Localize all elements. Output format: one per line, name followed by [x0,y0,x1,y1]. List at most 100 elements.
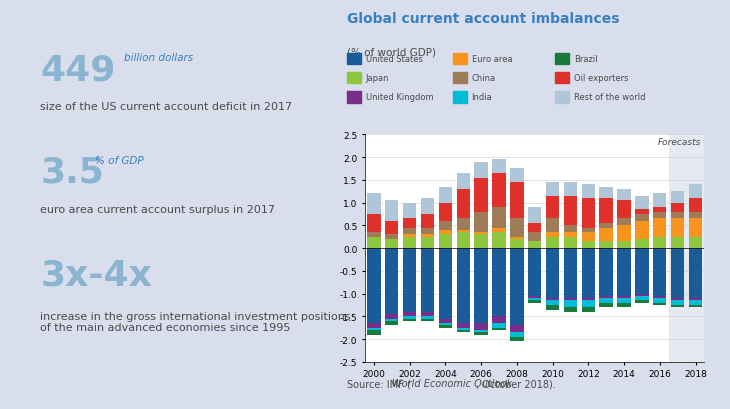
Bar [671,192,684,203]
Bar [492,317,506,324]
Bar [671,203,684,212]
Text: Oil exporters: Oil exporters [574,74,629,83]
Bar [564,196,577,226]
Bar [403,228,416,235]
Bar [528,296,542,299]
Bar [653,219,666,237]
Bar [599,303,613,308]
Text: billion dollars: billion dollars [124,53,193,63]
Bar [653,296,666,299]
Bar [671,305,684,308]
Bar [367,233,380,237]
Bar [582,228,595,233]
Bar [403,219,416,228]
Bar [599,299,613,303]
Bar [403,317,416,319]
Bar [456,173,470,189]
Bar [546,301,559,305]
Text: Japan: Japan [366,74,389,83]
Bar [403,237,416,248]
Text: 3.5: 3.5 [40,155,104,189]
Bar [599,296,613,299]
Bar [653,237,666,248]
Bar [439,203,452,221]
Bar [689,301,702,305]
Bar [385,201,399,221]
Bar [510,219,523,237]
Text: World Economic Outlook: World Economic Outlook [392,378,512,388]
Bar [618,219,631,226]
Bar [564,308,577,312]
Bar [492,248,506,317]
Bar [385,314,399,319]
Bar [546,233,559,237]
Bar [367,248,380,324]
Bar [510,237,523,239]
Bar [403,319,416,321]
Bar [385,319,399,321]
Bar [689,237,702,248]
Bar [403,203,416,219]
Bar [635,210,649,214]
Bar [564,301,577,308]
Bar [385,235,399,239]
Bar [474,178,488,212]
Bar [618,299,631,303]
Bar [546,183,559,196]
Text: Global current account imbalances: Global current account imbalances [347,12,619,26]
Bar [618,248,631,296]
Bar [582,299,595,301]
Bar [546,237,559,248]
Bar [420,312,434,317]
Bar [653,208,666,212]
Bar [367,330,380,335]
Bar [635,248,649,294]
Bar [671,212,684,219]
Bar [456,248,470,324]
Text: India: India [472,93,492,102]
Bar [689,198,702,212]
Bar [689,299,702,301]
Bar [439,326,452,328]
Bar [689,212,702,219]
Bar [420,237,434,248]
Text: Forecasts: Forecasts [658,137,701,146]
Bar [439,235,452,248]
Bar [456,330,470,333]
Bar [439,187,452,203]
Bar [492,160,506,173]
Bar [474,235,488,248]
Bar [528,233,542,242]
Bar [385,248,399,314]
Bar [510,169,523,183]
Bar [599,228,613,242]
Bar [510,239,523,248]
Bar [618,242,631,248]
Bar [510,248,523,326]
Bar [456,233,470,248]
Bar [492,233,506,248]
Bar [367,237,380,248]
Bar [618,296,631,299]
Bar [635,214,649,221]
Bar [367,328,380,330]
Text: euro area current account surplus in 2017: euro area current account surplus in 201… [40,204,275,214]
Text: China: China [472,74,496,83]
Bar [635,296,649,301]
Bar [528,248,542,296]
Bar [456,328,470,330]
Bar [582,242,595,248]
Bar [456,324,470,328]
Text: (% of world GDP): (% of world GDP) [347,47,436,57]
Bar [582,233,595,242]
Bar [420,248,434,312]
Text: Euro area: Euro area [472,55,512,64]
Text: United Kingdom: United Kingdom [366,93,434,102]
Bar [635,239,649,248]
Text: increase in the gross international investment positions
of the main advanced ec: increase in the gross international inve… [40,311,351,333]
Bar [582,301,595,308]
Bar [546,299,559,301]
Bar [582,308,595,312]
Bar [420,198,434,214]
Bar [439,230,452,235]
